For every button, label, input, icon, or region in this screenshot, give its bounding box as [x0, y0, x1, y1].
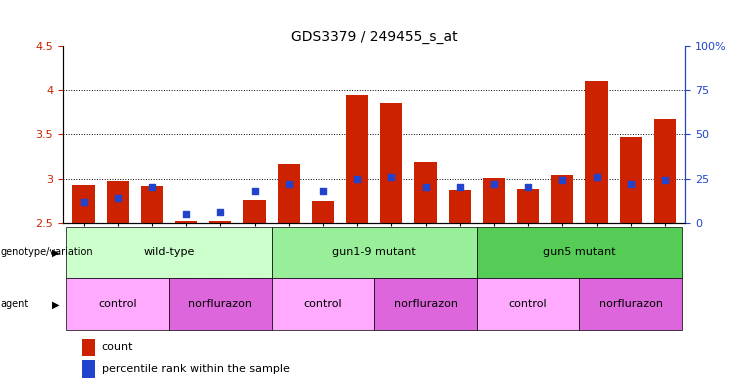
Point: [625, 181, 637, 187]
Bar: [346, 94, 368, 223]
Text: gun1-9 mutant: gun1-9 mutant: [332, 247, 416, 258]
Title: GDS3379 / 249455_s_at: GDS3379 / 249455_s_at: [291, 30, 457, 44]
Point: [214, 209, 226, 215]
Point: [385, 174, 397, 180]
Text: ▶: ▶: [52, 247, 59, 258]
Text: control: control: [509, 299, 548, 310]
Bar: [585, 81, 608, 223]
Bar: [380, 103, 402, 223]
Text: agent: agent: [1, 299, 29, 310]
Text: control: control: [99, 299, 137, 310]
Bar: [483, 178, 505, 223]
Text: norflurazon: norflurazon: [393, 299, 457, 310]
Bar: [374, 278, 476, 330]
Bar: [278, 164, 300, 223]
Text: count: count: [102, 343, 133, 353]
Text: wild-type: wild-type: [143, 247, 195, 258]
Bar: [414, 162, 436, 223]
Point: [556, 177, 568, 184]
Point: [78, 199, 90, 205]
Bar: [243, 200, 265, 223]
Bar: [82, 360, 96, 378]
Point: [112, 195, 124, 201]
Bar: [141, 185, 163, 223]
Bar: [551, 175, 574, 223]
Bar: [312, 200, 334, 223]
Bar: [579, 278, 682, 330]
Point: [351, 175, 363, 182]
Point: [248, 188, 260, 194]
Bar: [619, 137, 642, 223]
Bar: [169, 278, 272, 330]
Text: percentile rank within the sample: percentile rank within the sample: [102, 364, 290, 374]
Point: [283, 181, 295, 187]
Bar: [175, 221, 197, 223]
Text: genotype/variation: genotype/variation: [1, 247, 93, 258]
Bar: [73, 185, 95, 223]
Bar: [476, 278, 579, 330]
Bar: [517, 189, 539, 223]
Point: [591, 174, 602, 180]
Point: [317, 188, 329, 194]
Point: [419, 184, 431, 190]
Bar: [654, 119, 676, 223]
Point: [146, 184, 158, 190]
Text: ▶: ▶: [52, 299, 59, 310]
Bar: [476, 227, 682, 278]
Bar: [67, 278, 169, 330]
Point: [180, 211, 192, 217]
Bar: [82, 339, 96, 356]
Bar: [448, 190, 471, 223]
Point: [659, 177, 671, 184]
Text: control: control: [304, 299, 342, 310]
Text: norflurazon: norflurazon: [599, 299, 662, 310]
Point: [453, 184, 465, 190]
Point: [488, 181, 500, 187]
Bar: [272, 227, 476, 278]
Text: norflurazon: norflurazon: [188, 299, 252, 310]
Bar: [67, 227, 272, 278]
Point: [522, 184, 534, 190]
Bar: [107, 181, 129, 223]
Bar: [209, 221, 231, 223]
Bar: [272, 278, 374, 330]
Text: gun5 mutant: gun5 mutant: [543, 247, 616, 258]
